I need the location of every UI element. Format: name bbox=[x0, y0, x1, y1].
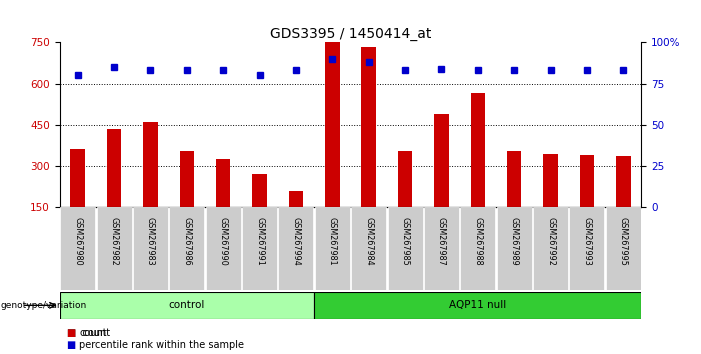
Text: GSM267992: GSM267992 bbox=[546, 217, 555, 266]
Bar bbox=[60, 292, 314, 319]
Text: ■: ■ bbox=[67, 328, 76, 338]
Text: ■  count: ■ count bbox=[67, 328, 110, 338]
Text: GSM267980: GSM267980 bbox=[74, 217, 82, 266]
Text: ■: ■ bbox=[67, 340, 76, 350]
Bar bbox=[388, 207, 423, 290]
Text: GSM267987: GSM267987 bbox=[437, 217, 446, 266]
Bar bbox=[616, 156, 630, 207]
Bar bbox=[315, 207, 350, 290]
Bar bbox=[133, 207, 168, 290]
Text: GSM267983: GSM267983 bbox=[146, 217, 155, 266]
Bar bbox=[107, 129, 121, 207]
Text: control: control bbox=[169, 300, 205, 310]
Text: GSM267991: GSM267991 bbox=[255, 217, 264, 266]
Bar bbox=[60, 207, 95, 290]
Bar bbox=[242, 207, 277, 290]
Bar bbox=[170, 207, 204, 290]
Text: GSM267995: GSM267995 bbox=[619, 217, 627, 266]
Text: AQP11 null: AQP11 null bbox=[449, 300, 506, 310]
Bar bbox=[179, 151, 194, 207]
Text: GSM267994: GSM267994 bbox=[292, 217, 301, 266]
Bar bbox=[289, 190, 304, 207]
Text: GSM267993: GSM267993 bbox=[583, 217, 592, 266]
Bar bbox=[606, 207, 641, 290]
Bar bbox=[325, 42, 339, 207]
Bar bbox=[252, 174, 267, 207]
Bar bbox=[434, 114, 449, 207]
Bar bbox=[470, 93, 485, 207]
Text: GSM267984: GSM267984 bbox=[365, 217, 373, 266]
Bar bbox=[314, 292, 641, 319]
Bar bbox=[580, 155, 594, 207]
Bar bbox=[362, 47, 376, 207]
Text: GSM267985: GSM267985 bbox=[400, 217, 409, 266]
Bar bbox=[507, 151, 522, 207]
Bar bbox=[216, 159, 231, 207]
Bar bbox=[97, 207, 132, 290]
Title: GDS3395 / 1450414_at: GDS3395 / 1450414_at bbox=[270, 28, 431, 41]
Text: percentile rank within the sample: percentile rank within the sample bbox=[79, 340, 244, 350]
Bar bbox=[497, 207, 531, 290]
Bar bbox=[71, 149, 85, 207]
Bar bbox=[206, 207, 240, 290]
Bar bbox=[143, 122, 158, 207]
Text: GSM267988: GSM267988 bbox=[473, 217, 482, 266]
Bar bbox=[569, 207, 604, 290]
Bar bbox=[543, 154, 558, 207]
Bar bbox=[533, 207, 568, 290]
Bar bbox=[461, 207, 495, 290]
Text: GSM267989: GSM267989 bbox=[510, 217, 519, 266]
Bar bbox=[424, 207, 459, 290]
Text: GSM267990: GSM267990 bbox=[219, 217, 228, 266]
Text: GSM267981: GSM267981 bbox=[328, 217, 336, 266]
Text: genotype/variation: genotype/variation bbox=[1, 301, 87, 310]
Text: count: count bbox=[79, 328, 107, 338]
Bar bbox=[351, 207, 386, 290]
Text: GSM267982: GSM267982 bbox=[109, 217, 118, 266]
Bar bbox=[397, 151, 412, 207]
Bar bbox=[278, 207, 313, 290]
Text: GSM267986: GSM267986 bbox=[182, 217, 191, 266]
